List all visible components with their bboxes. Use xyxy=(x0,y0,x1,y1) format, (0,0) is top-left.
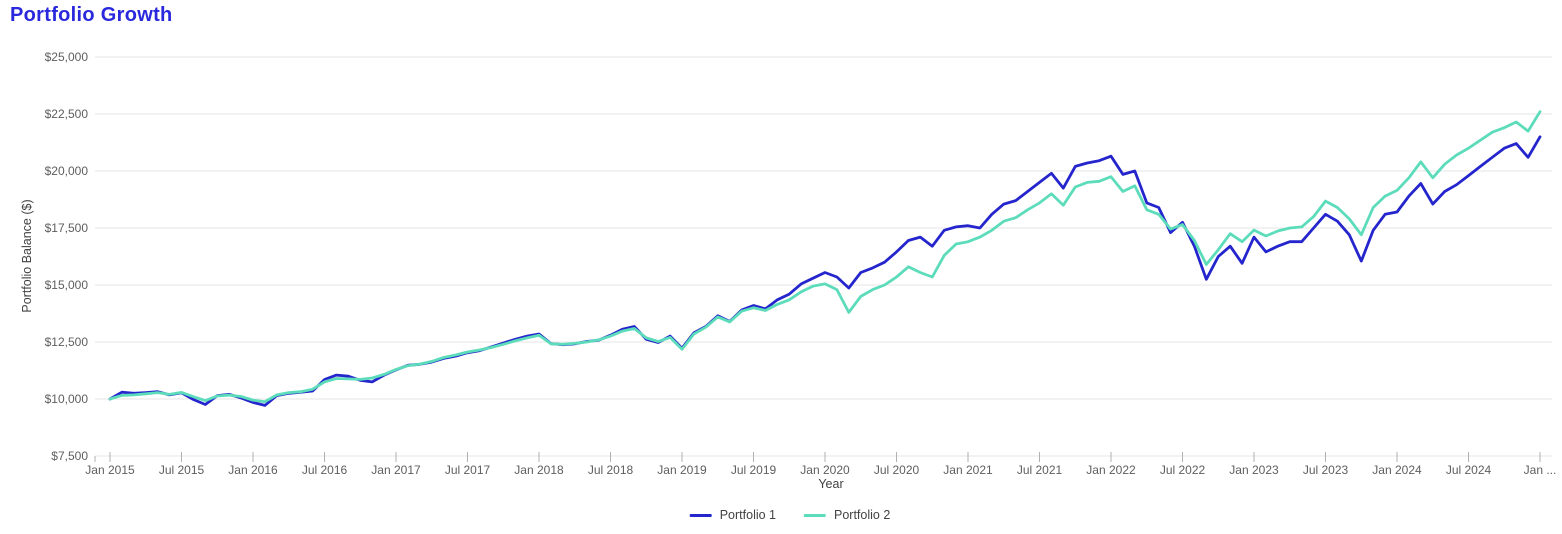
x-tick-label: Jul 2015 xyxy=(159,463,205,477)
x-tick-label: Jan 2018 xyxy=(514,463,564,477)
legend-label: Portfolio 1 xyxy=(719,508,776,522)
legend-item-portfolio-1[interactable]: Portfolio 1 xyxy=(689,508,776,522)
x-tick-label: Jan 2017 xyxy=(371,463,421,477)
portfolio-2-line-swatch xyxy=(804,513,826,517)
x-tick-label: Jul 2022 xyxy=(1160,463,1206,477)
x-tick-label: Jan 2024 xyxy=(1372,463,1422,477)
x-tick-label: Jul 2021 xyxy=(1017,463,1063,477)
y-tick-label: $20,000 xyxy=(45,164,89,178)
y-tick-label: $12,500 xyxy=(45,335,89,349)
chart-legend: Portfolio 1 Portfolio 2 xyxy=(689,508,890,522)
x-tick-label: Jul 2017 xyxy=(445,463,491,477)
x-tick-label: Jul 2024 xyxy=(1446,463,1492,477)
x-tick-label: Jan 2015 xyxy=(85,463,135,477)
x-tick-label: Jan ... xyxy=(1524,463,1557,477)
legend-label: Portfolio 2 xyxy=(834,508,891,522)
y-tick-label: $17,500 xyxy=(45,221,89,235)
page-title: Portfolio Growth xyxy=(10,4,173,26)
x-tick-label: Jan 2021 xyxy=(943,463,993,477)
x-tick-label: Jul 2023 xyxy=(1303,463,1349,477)
x-tick-label: Jan 2016 xyxy=(228,463,278,477)
x-tick-label: Jul 2018 xyxy=(588,463,634,477)
portfolio-1-line-swatch xyxy=(689,513,712,517)
x-axis-title: Year xyxy=(818,477,844,491)
x-tick-label: Jul 2019 xyxy=(731,463,777,477)
x-tick-label: Jan 2023 xyxy=(1229,463,1279,477)
y-tick-label: $7,500 xyxy=(51,449,88,463)
y-tick-label: $22,500 xyxy=(45,107,89,121)
x-tick-label: Jan 2020 xyxy=(800,463,850,477)
series-line-portfolio-1[interactable] xyxy=(108,135,1542,407)
legend-item-portfolio-2[interactable]: Portfolio 2 xyxy=(804,508,890,522)
x-tick-label: Jan 2019 xyxy=(657,463,707,477)
x-tick-label: Jul 2020 xyxy=(874,463,920,477)
y-tick-label: $15,000 xyxy=(45,278,89,292)
y-tick-label: $25,000 xyxy=(45,50,89,64)
x-tick-label: Jul 2016 xyxy=(302,463,348,477)
series-line-portfolio-2[interactable] xyxy=(108,110,1542,404)
y-tick-label: $10,000 xyxy=(45,392,89,406)
x-tick-label: Jan 2022 xyxy=(1086,463,1136,477)
